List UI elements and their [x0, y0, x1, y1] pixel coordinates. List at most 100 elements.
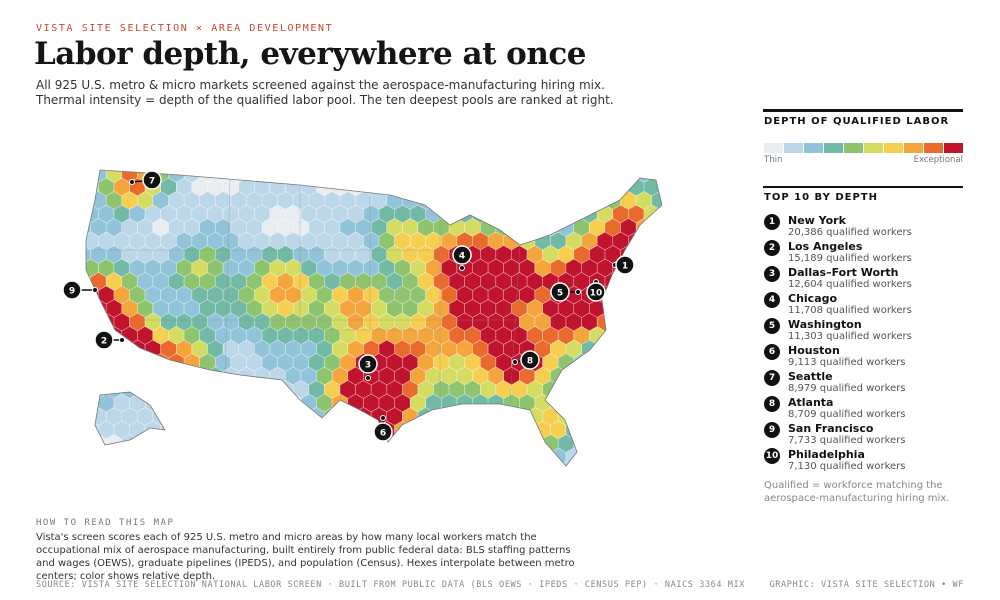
hex — [518, 204, 536, 224]
hex — [113, 447, 130, 466]
hex — [550, 177, 567, 197]
hex — [90, 461, 107, 466]
hex — [604, 380, 621, 399]
hex — [573, 461, 590, 466]
hex — [183, 434, 200, 453]
hex — [254, 447, 271, 466]
hex — [238, 393, 255, 413]
hex — [238, 447, 255, 466]
hex — [261, 461, 278, 466]
hex — [628, 312, 645, 332]
rank-badge: 10 — [764, 448, 780, 464]
hex — [292, 170, 310, 183]
hex — [277, 170, 294, 183]
hex — [643, 285, 660, 305]
hex — [581, 366, 598, 386]
hex — [285, 151, 301, 169]
hex — [254, 420, 271, 440]
hex — [417, 434, 434, 453]
hex — [86, 191, 91, 210]
hex — [511, 191, 528, 210]
hex — [557, 380, 575, 399]
marker — [94, 330, 114, 350]
hex — [526, 218, 544, 237]
hex — [635, 434, 653, 453]
hex — [331, 420, 349, 440]
hex — [409, 177, 427, 197]
hex — [659, 339, 662, 359]
hex — [557, 191, 575, 210]
hex — [191, 447, 208, 466]
hex — [464, 461, 481, 466]
hex — [542, 461, 559, 466]
legend-swatch — [824, 143, 843, 153]
hex — [86, 366, 99, 386]
hex — [573, 191, 590, 210]
hex — [644, 151, 660, 169]
ranking-title: TOP 10 BY DEPTH — [764, 192, 878, 203]
state-border — [509, 244, 521, 405]
hex — [660, 151, 676, 169]
hex — [144, 447, 161, 466]
hex — [98, 366, 115, 386]
hex — [526, 191, 544, 210]
legend-swatch — [844, 143, 863, 153]
hex — [635, 407, 653, 426]
hex — [161, 151, 177, 169]
hex — [604, 434, 621, 453]
hex — [620, 407, 637, 426]
hex — [160, 393, 177, 413]
rule — [763, 186, 963, 188]
hex — [651, 434, 662, 453]
hex — [409, 447, 427, 466]
worker-count: 7,130 qualified workers — [788, 461, 906, 472]
hex — [270, 151, 286, 169]
hex — [230, 461, 247, 466]
hex — [651, 380, 662, 399]
hex — [129, 366, 146, 386]
hex — [67, 313, 83, 331]
hex — [440, 177, 458, 197]
hex — [199, 434, 216, 453]
hex — [503, 177, 520, 197]
hex — [395, 151, 411, 169]
hex — [67, 232, 83, 250]
hex — [651, 272, 662, 291]
hex — [643, 420, 660, 440]
hex — [643, 258, 660, 278]
hex — [86, 299, 91, 318]
rank-badge: 5 — [764, 318, 780, 334]
hex — [464, 191, 481, 210]
hex — [347, 420, 364, 440]
hex — [620, 434, 637, 453]
hex — [518, 447, 536, 466]
hex — [456, 447, 473, 466]
hex — [566, 151, 582, 169]
hex — [176, 151, 192, 169]
hex — [612, 366, 629, 386]
hex — [86, 434, 91, 453]
hex — [635, 353, 653, 372]
hex — [215, 380, 232, 399]
hex — [105, 461, 123, 466]
metro-name: Washington — [788, 318, 862, 331]
hex — [643, 312, 660, 332]
credit: GRAPHIC: VISTA SITE SELECTION • WF — [769, 580, 964, 590]
hex — [659, 366, 662, 386]
hex — [183, 380, 200, 399]
hex — [261, 380, 278, 399]
hex — [582, 151, 598, 169]
hex — [643, 231, 660, 251]
hex — [145, 151, 161, 169]
hex — [176, 393, 193, 413]
hex — [160, 447, 177, 466]
hex — [332, 151, 348, 169]
hex — [479, 461, 497, 466]
hex — [573, 407, 590, 426]
hex — [98, 151, 114, 169]
hex — [386, 170, 403, 183]
hex — [176, 447, 193, 466]
marker-label: 9 — [69, 287, 75, 297]
hex — [511, 434, 528, 453]
hex — [456, 177, 473, 197]
